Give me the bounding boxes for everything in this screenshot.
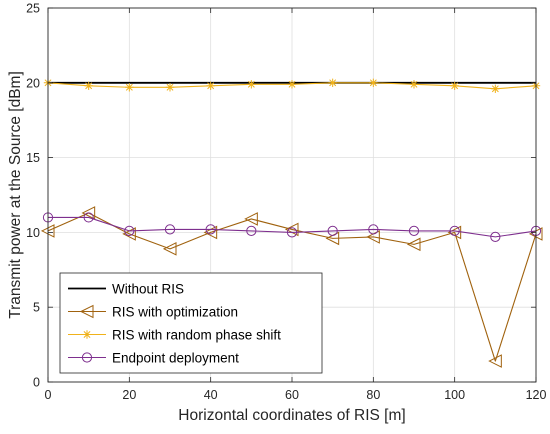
data-point (244, 212, 258, 226)
legend: Without RIS RIS with optimization RIS with… (59, 272, 323, 374)
data-point (162, 242, 177, 256)
data-point (206, 81, 215, 90)
legend-box (59, 272, 323, 374)
x-tick-label: 120 (526, 388, 547, 402)
series-ris-with-random-phase-shift (43, 78, 541, 93)
x-axis-label: Horizontal coordinates of RIS [m] (178, 407, 405, 424)
y-tick-label: 20 (26, 76, 40, 90)
y-tick-label: 25 (26, 2, 40, 16)
x-tick-label: 20 (122, 388, 136, 402)
data-point (328, 78, 337, 87)
data-point (81, 206, 96, 220)
data-point (406, 237, 421, 252)
data-point (83, 212, 94, 223)
y-axis-label: Transmit power at the Source [dBm] (7, 71, 24, 319)
data-point (409, 80, 419, 89)
data-point (490, 231, 501, 242)
data-point (165, 83, 175, 92)
data-point (368, 224, 379, 235)
data-point (286, 227, 298, 238)
series-line-endpoint-deployment (48, 216, 537, 238)
data-point (205, 224, 216, 235)
data-point (164, 224, 176, 235)
series-line-ris-with-optimization (47, 212, 537, 362)
data-point (491, 84, 500, 93)
legend-label: RIS with random phase shift (112, 328, 281, 343)
x-tick-labels: 0 20 40 60 80 100 120 (45, 8, 547, 402)
data-point (246, 225, 257, 237)
x-tick-label: 0 (45, 388, 52, 402)
legend-marker (82, 330, 92, 339)
x-tick-label: 100 (444, 388, 465, 402)
data-point (488, 354, 502, 368)
y-tick-labels: 0 5 10 15 20 25 (26, 2, 536, 390)
y-tick-label: 5 (33, 301, 40, 315)
data-point (327, 225, 338, 237)
data-point (84, 81, 93, 90)
series-layer (40, 78, 543, 368)
legend-label: Without RIS (112, 282, 184, 297)
legend-item: Endpoint deployment (68, 351, 239, 366)
legend-marker (81, 352, 93, 363)
legend-marker (79, 304, 94, 319)
series-endpoint-deployment (42, 212, 542, 242)
legend-label: Endpoint deployment (112, 351, 239, 366)
data-point (287, 80, 297, 89)
data-point (408, 225, 420, 237)
legend-item: RIS with random phase shift (68, 328, 281, 343)
legend-label: RIS with optimization (112, 305, 238, 320)
y-tick-label: 15 (26, 151, 40, 165)
legend-item: Without RIS (68, 282, 184, 297)
x-tick-label: 60 (285, 388, 299, 402)
legend-item: RIS with optimization (68, 305, 238, 320)
y-tick-label: 0 (33, 376, 40, 390)
x-tick-label: 80 (366, 388, 380, 402)
data-point (449, 225, 460, 237)
data-point (125, 83, 134, 92)
data-point (247, 80, 256, 89)
x-tick-label: 40 (204, 388, 218, 402)
data-point (450, 81, 459, 90)
data-point (369, 78, 378, 87)
data-point (124, 225, 135, 237)
y-tick-label: 10 (26, 226, 40, 240)
